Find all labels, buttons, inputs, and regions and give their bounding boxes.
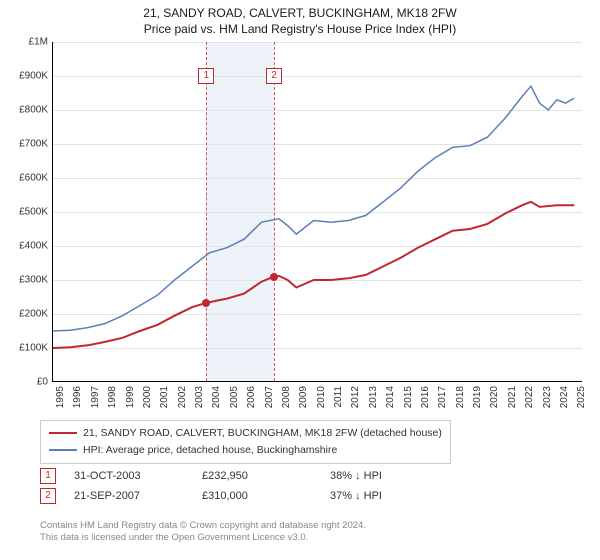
annotation-marker-2: 2 <box>40 488 56 504</box>
y-axis-label: £100K <box>19 343 48 354</box>
x-axis-label: 2012 <box>350 386 361 408</box>
y-axis-label: £900K <box>19 71 48 82</box>
x-axis-label: 1997 <box>90 386 101 408</box>
legend-swatch-property <box>49 432 77 434</box>
chart-subtitle: Price paid vs. HM Land Registry's House … <box>0 22 600 40</box>
chart-area: 12 £0£100K£200K£300K£400K£500K£600K£700K… <box>52 42 582 382</box>
x-axis-label: 2024 <box>559 386 570 408</box>
annotation-marker-1: 1 <box>40 468 56 484</box>
y-axis-label: £0 <box>37 377 48 388</box>
x-axis-label: 2000 <box>142 386 153 408</box>
credit-text: Contains HM Land Registry data © Crown c… <box>40 520 366 545</box>
marker-number-box: 2 <box>266 68 282 84</box>
annotation-price-1: £232,950 <box>202 470 312 482</box>
chart-title: 21, SANDY ROAD, CALVERT, BUCKINGHAM, MK1… <box>0 0 600 22</box>
x-axis-label: 2010 <box>316 386 327 408</box>
line-plot-svg <box>53 42 583 382</box>
x-axis-label: 2016 <box>420 386 431 408</box>
series-line-hpi <box>53 86 574 331</box>
legend-box: 21, SANDY ROAD, CALVERT, BUCKINGHAM, MK1… <box>40 420 451 464</box>
x-axis-label: 2018 <box>455 386 466 408</box>
x-axis-label: 2025 <box>576 386 587 408</box>
legend-item-hpi: HPI: Average price, detached house, Buck… <box>49 442 442 459</box>
x-axis-label: 2013 <box>368 386 379 408</box>
marker-number-box: 1 <box>198 68 214 84</box>
chart-container: 21, SANDY ROAD, CALVERT, BUCKINGHAM, MK1… <box>0 0 600 560</box>
annotation-delta-1: 38% ↓ HPI <box>330 470 440 482</box>
legend-item-property: 21, SANDY ROAD, CALVERT, BUCKINGHAM, MK1… <box>49 425 442 442</box>
credit-line-1: Contains HM Land Registry data © Crown c… <box>40 520 366 532</box>
x-axis-label: 1999 <box>125 386 136 408</box>
x-axis-label: 2015 <box>403 386 414 408</box>
x-axis-label: 2008 <box>281 386 292 408</box>
legend-swatch-hpi <box>49 449 77 451</box>
y-axis-label: £1M <box>29 37 48 48</box>
y-axis-label: £200K <box>19 309 48 320</box>
marker-line <box>274 42 275 381</box>
x-axis-label: 2017 <box>437 386 448 408</box>
y-axis-label: £500K <box>19 207 48 218</box>
x-axis-label: 2007 <box>264 386 275 408</box>
x-axis-label: 2023 <box>542 386 553 408</box>
series-line-property <box>53 202 574 348</box>
annotation-table: 1 31-OCT-2003 £232,950 38% ↓ HPI 2 21-SE… <box>40 468 440 508</box>
annotation-date-2: 21-SEP-2007 <box>74 490 184 502</box>
y-axis-label: £800K <box>19 105 48 116</box>
credit-line-2: This data is licensed under the Open Gov… <box>40 532 366 544</box>
annotation-delta-2: 37% ↓ HPI <box>330 490 440 502</box>
marker-dot <box>270 273 278 281</box>
y-axis-label: £400K <box>19 241 48 252</box>
x-axis-label: 2019 <box>472 386 483 408</box>
y-axis-label: £600K <box>19 173 48 184</box>
annotation-row-1: 1 31-OCT-2003 £232,950 38% ↓ HPI <box>40 468 440 484</box>
legend-label-property: 21, SANDY ROAD, CALVERT, BUCKINGHAM, MK1… <box>83 425 442 442</box>
x-axis-label: 2005 <box>229 386 240 408</box>
x-axis-label: 2020 <box>489 386 500 408</box>
x-axis-label: 2003 <box>194 386 205 408</box>
x-axis-label: 2014 <box>385 386 396 408</box>
y-axis-label: £300K <box>19 275 48 286</box>
legend-label-hpi: HPI: Average price, detached house, Buck… <box>83 442 337 459</box>
x-axis-label: 1995 <box>55 386 66 408</box>
marker-line <box>206 42 207 381</box>
x-axis-label: 2006 <box>246 386 257 408</box>
x-axis-label: 2009 <box>298 386 309 408</box>
y-axis-label: £700K <box>19 139 48 150</box>
x-axis-label: 2001 <box>159 386 170 408</box>
x-axis-label: 2002 <box>177 386 188 408</box>
x-axis-label: 1998 <box>107 386 118 408</box>
annotation-date-1: 31-OCT-2003 <box>74 470 184 482</box>
plot-box: 12 <box>52 42 582 382</box>
x-axis-label: 2021 <box>507 386 518 408</box>
x-axis-label: 2004 <box>211 386 222 408</box>
x-axis-label: 2011 <box>333 386 344 408</box>
annotation-price-2: £310,000 <box>202 490 312 502</box>
annotation-row-2: 2 21-SEP-2007 £310,000 37% ↓ HPI <box>40 488 440 504</box>
x-axis-label: 2022 <box>524 386 535 408</box>
x-axis-label: 1996 <box>72 386 83 408</box>
marker-dot <box>202 299 210 307</box>
